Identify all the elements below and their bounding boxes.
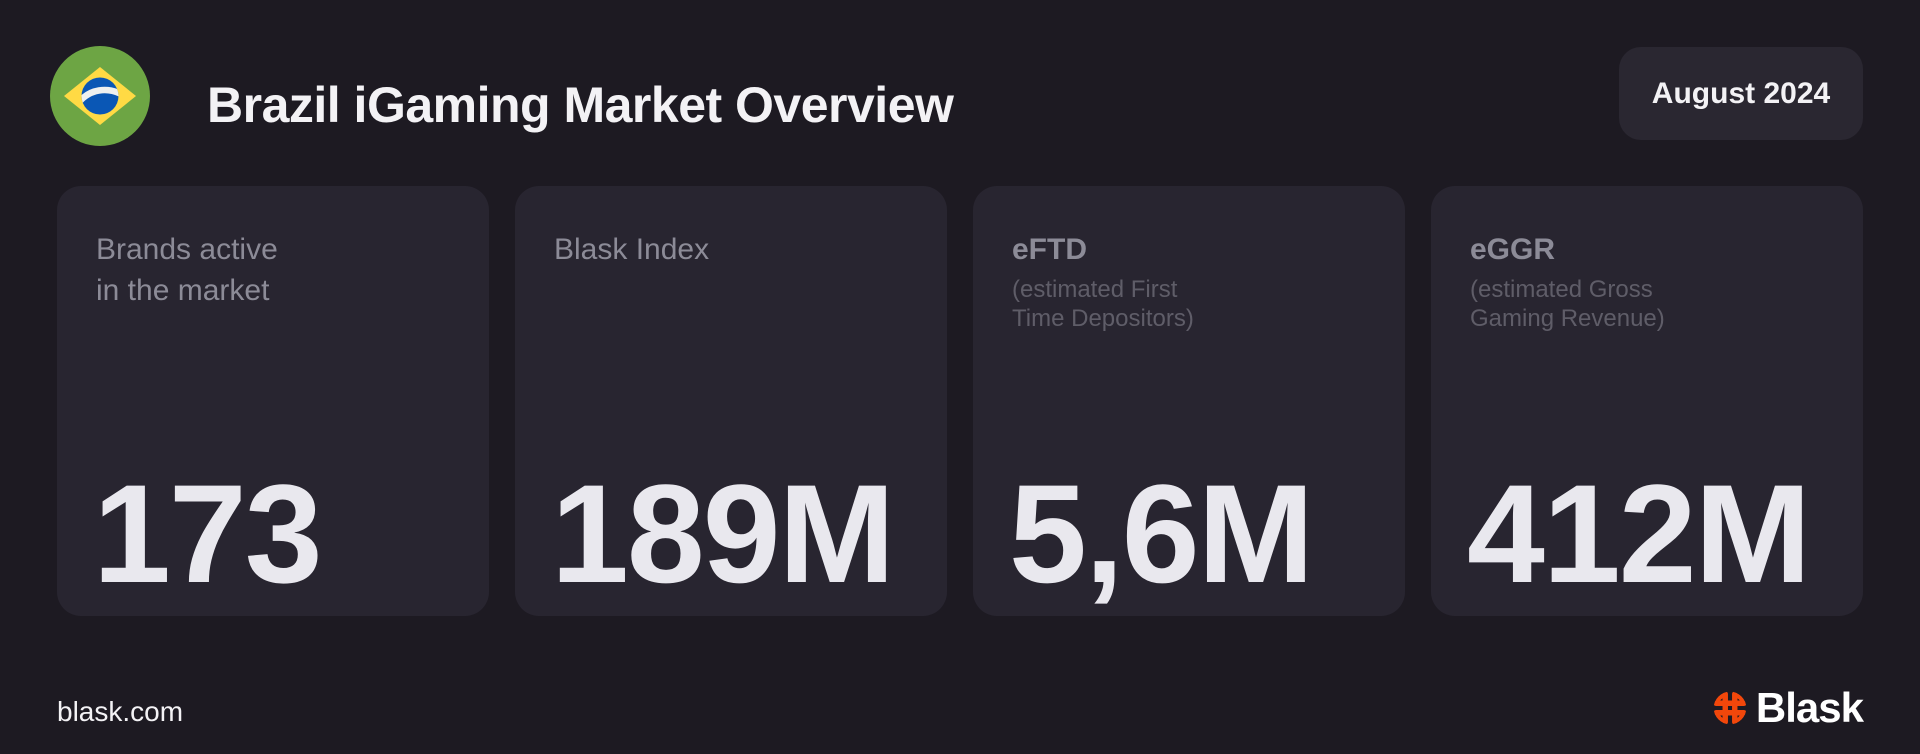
stat-card-label: eGGR bbox=[1470, 233, 1556, 266]
website-url: blask.com bbox=[57, 696, 184, 727]
stat-card-label: Blask Index bbox=[554, 233, 710, 266]
brazil-flag-icon bbox=[50, 46, 150, 146]
stat-card-value: 173 bbox=[93, 455, 323, 612]
stat-card-value: 5,6M bbox=[1009, 455, 1314, 612]
blask-logo: Blask bbox=[1713, 684, 1864, 731]
stat-card-eftd: eFTD (estimated First Time Depositors) 5… bbox=[973, 186, 1405, 616]
period-badge-label: August 2024 bbox=[1651, 76, 1831, 110]
stat-card-value: 189M bbox=[551, 455, 895, 612]
stat-card-brands-active: Brands active in the market 173 bbox=[57, 186, 489, 616]
stats-card-row: Brands active in the market 173 Blask In… bbox=[57, 186, 1863, 616]
stat-card-blask-index: Blask Index 189M bbox=[515, 186, 947, 616]
page-title: Brazil iGaming Market Overview bbox=[207, 77, 954, 133]
stat-card-sublabel: (estimated Gross Gaming Revenue) bbox=[1470, 276, 1665, 332]
stat-card-label: eFTD bbox=[1012, 233, 1087, 266]
blask-wordmark: Blask bbox=[1755, 684, 1864, 731]
stat-card-label: Brands active in the market bbox=[96, 233, 278, 307]
stat-card-value: 412M bbox=[1467, 455, 1811, 612]
blask-hash-icon bbox=[1713, 691, 1747, 725]
period-badge: August 2024 bbox=[1619, 47, 1863, 140]
stat-card-sublabel: (estimated First Time Depositors) bbox=[1012, 276, 1194, 332]
stat-card-eggr: eGGR (estimated Gross Gaming Revenue) 41… bbox=[1431, 186, 1863, 616]
